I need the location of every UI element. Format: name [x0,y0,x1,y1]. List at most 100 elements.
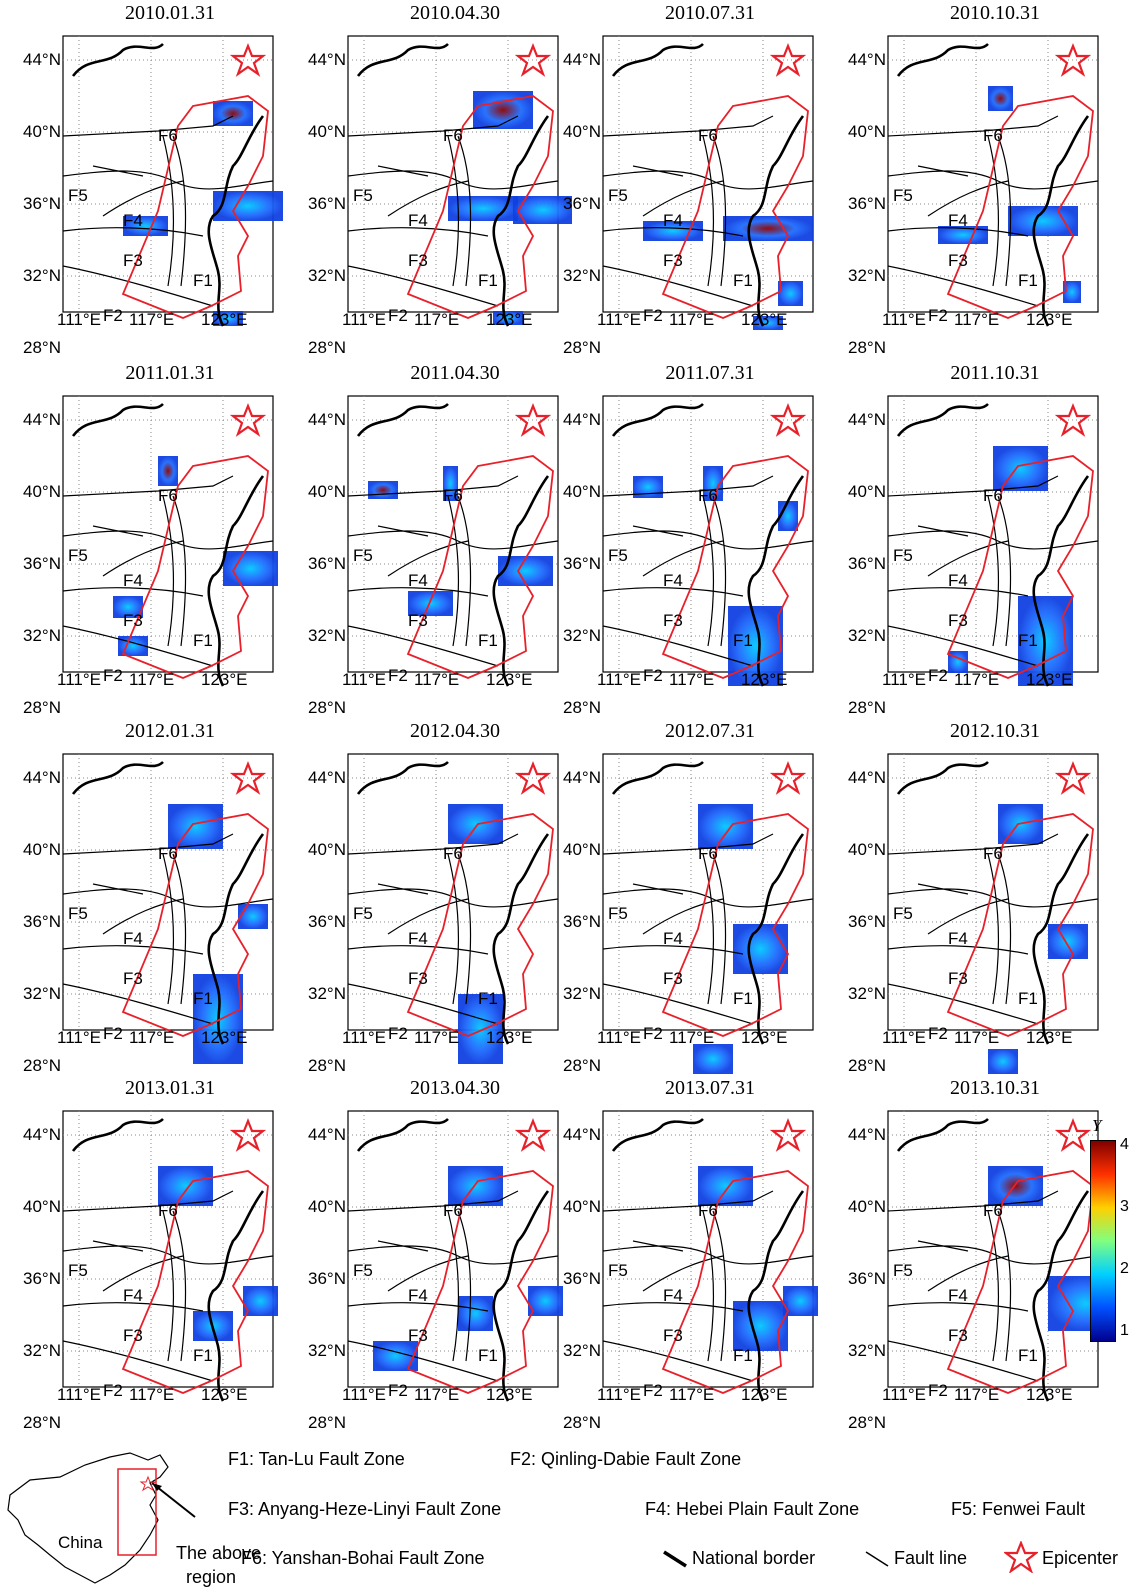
lat-label: 28°N [23,1413,61,1432]
fault-label-f3: F3 [948,969,968,988]
lat-label: 44°N [308,50,346,69]
fault-label-f4: F4 [663,211,683,230]
lat-label: 28°N [308,698,346,717]
fault-label-f4: F4 [408,571,428,590]
panel-date-title: 2011.01.31 [125,362,215,384]
lat-label: 40°N [848,840,886,859]
lon-label: 117°E [129,1385,175,1404]
lat-label: 36°N [308,912,346,931]
lat-label: 32°N [848,266,886,285]
map-svg [62,1110,278,1402]
lat-label: 28°N [563,1413,601,1432]
fault-label-f4: F4 [663,571,683,590]
fault-label-f6: F6 [158,844,178,863]
map-panel: 2011.07.31 44°N 40°N 36°N 32°N 28°N 111°E 117°E… [545,360,827,718]
fault-label-f4: F4 [663,1286,683,1305]
lat-label: 28°N [848,1056,886,1075]
china-label: China [58,1533,103,1552]
lon-label: 123°E [741,310,788,329]
fault-label-f6: F6 [983,1201,1003,1220]
lon-label: 123°E [201,1385,248,1404]
legend-f6: F6: Yanshan-Bohai Fault Zone [241,1548,485,1568]
lon-label: 123°E [1026,310,1073,329]
fault-label-f5: F5 [68,186,88,205]
fault-label-f3: F3 [123,251,143,270]
lon-label: 117°E [414,1028,460,1047]
lat-label: 40°N [23,122,61,141]
lon-label: 111°E [597,670,641,689]
lat-label: 40°N [23,1197,61,1216]
map-panel: 2013.04.30 44°N 40°N 36°N 32°N 28°N 111°E 117°E… [290,1075,572,1433]
map-panel: 2010.07.31 44°N 40°N 36°N 32°N 28°N 111°E 117°E… [545,0,827,358]
map-panel: 2012.01.31 44°N 40°N 36°N 32°N 28°N 111°E 117°E… [5,718,287,1076]
fault-label-f1: F1 [478,989,498,1008]
map-svg [887,1110,1112,1402]
lon-label: 111°E [597,1028,641,1047]
lat-label: 44°N [848,50,886,69]
panel-date-title: 2013.01.31 [125,1077,215,1099]
national-border-symbol [663,1550,687,1568]
colorbar-symbol: Y [1092,1116,1102,1135]
lat-label: 36°N [848,912,886,931]
fault-label-f2: F2 [388,666,408,685]
lat-label: 44°N [23,50,61,69]
lat-label: 28°N [848,338,886,357]
fault-label-f3: F3 [123,969,143,988]
colorbar-tick-1: 1 [1120,1322,1129,1339]
lon-label: 111°E [57,1385,101,1404]
panel-date-title: 2010.10.31 [950,2,1040,24]
fault-label-f1: F1 [193,271,213,290]
lon-label: 117°E [414,670,460,689]
fault-label-f5: F5 [893,186,913,205]
fault-label-f6: F6 [983,486,1003,505]
fault-label-f1: F1 [733,631,753,650]
lat-label: 32°N [563,266,601,285]
map-panel-grid: 2010.01.31 44°N 40°N 36°N 32°N 28°N 111°E 117°E… [5,0,1112,1433]
lon-label: 111°E [57,670,101,689]
lat-label: 28°N [563,698,601,717]
fault-label-f5: F5 [68,904,88,923]
lat-label: 32°N [563,984,601,1003]
fault-label-f5: F5 [68,1261,88,1280]
map-svg [62,753,274,1064]
lon-label: 117°E [669,310,715,329]
lat-label: 36°N [308,554,346,573]
fault-label-f1: F1 [193,989,213,1008]
fault-label-f5: F5 [608,186,628,205]
fault-label-f3: F3 [663,251,683,270]
fault-label-f5: F5 [608,904,628,923]
colorbar-tick-3: 3 [1120,1198,1129,1215]
fault-label-f4: F4 [948,571,968,590]
lat-label: 36°N [308,194,346,213]
above-region-label: The above [176,1543,262,1563]
fault-label-f5: F5 [68,546,88,565]
lat-label: 40°N [563,482,601,501]
lat-label: 40°N [848,122,886,141]
fault-label-f6: F6 [698,486,718,505]
fault-label-f2: F2 [388,1381,408,1400]
lon-label: 111°E [597,1385,641,1404]
fault-label-f5: F5 [353,1261,373,1280]
fault-label-f6: F6 [983,844,1003,863]
lat-label: 36°N [23,194,61,213]
lon-label: 123°E [201,670,248,689]
lat-label: 40°N [563,840,601,859]
above-region-label-2: region [186,1567,237,1587]
map-svg [602,753,814,1074]
map-panel: 2012.07.31 44°N 40°N 36°N 32°N 28°N 111°E 117°E… [545,718,827,1076]
panel-date-title: 2013.07.31 [665,1077,755,1099]
fault-label-f6: F6 [698,1201,718,1220]
fault-label-f2: F2 [643,1381,663,1400]
fault-label-f2: F2 [928,666,948,685]
legend-f4: F4: Hebei Plain Fault Zone [645,1499,860,1519]
lon-label: 123°E [201,1028,248,1047]
map-svg [62,35,283,327]
fault-label-f4: F4 [948,1286,968,1305]
lat-label: 28°N [308,338,346,357]
lon-label: 123°E [1026,1028,1073,1047]
lon-label: 111°E [342,1385,386,1404]
fault-label-f4: F4 [123,211,143,230]
fault-label-f3: F3 [408,969,428,988]
legend-epicenter: Epicenter [1042,1548,1119,1568]
fault-label-f3: F3 [408,251,428,270]
